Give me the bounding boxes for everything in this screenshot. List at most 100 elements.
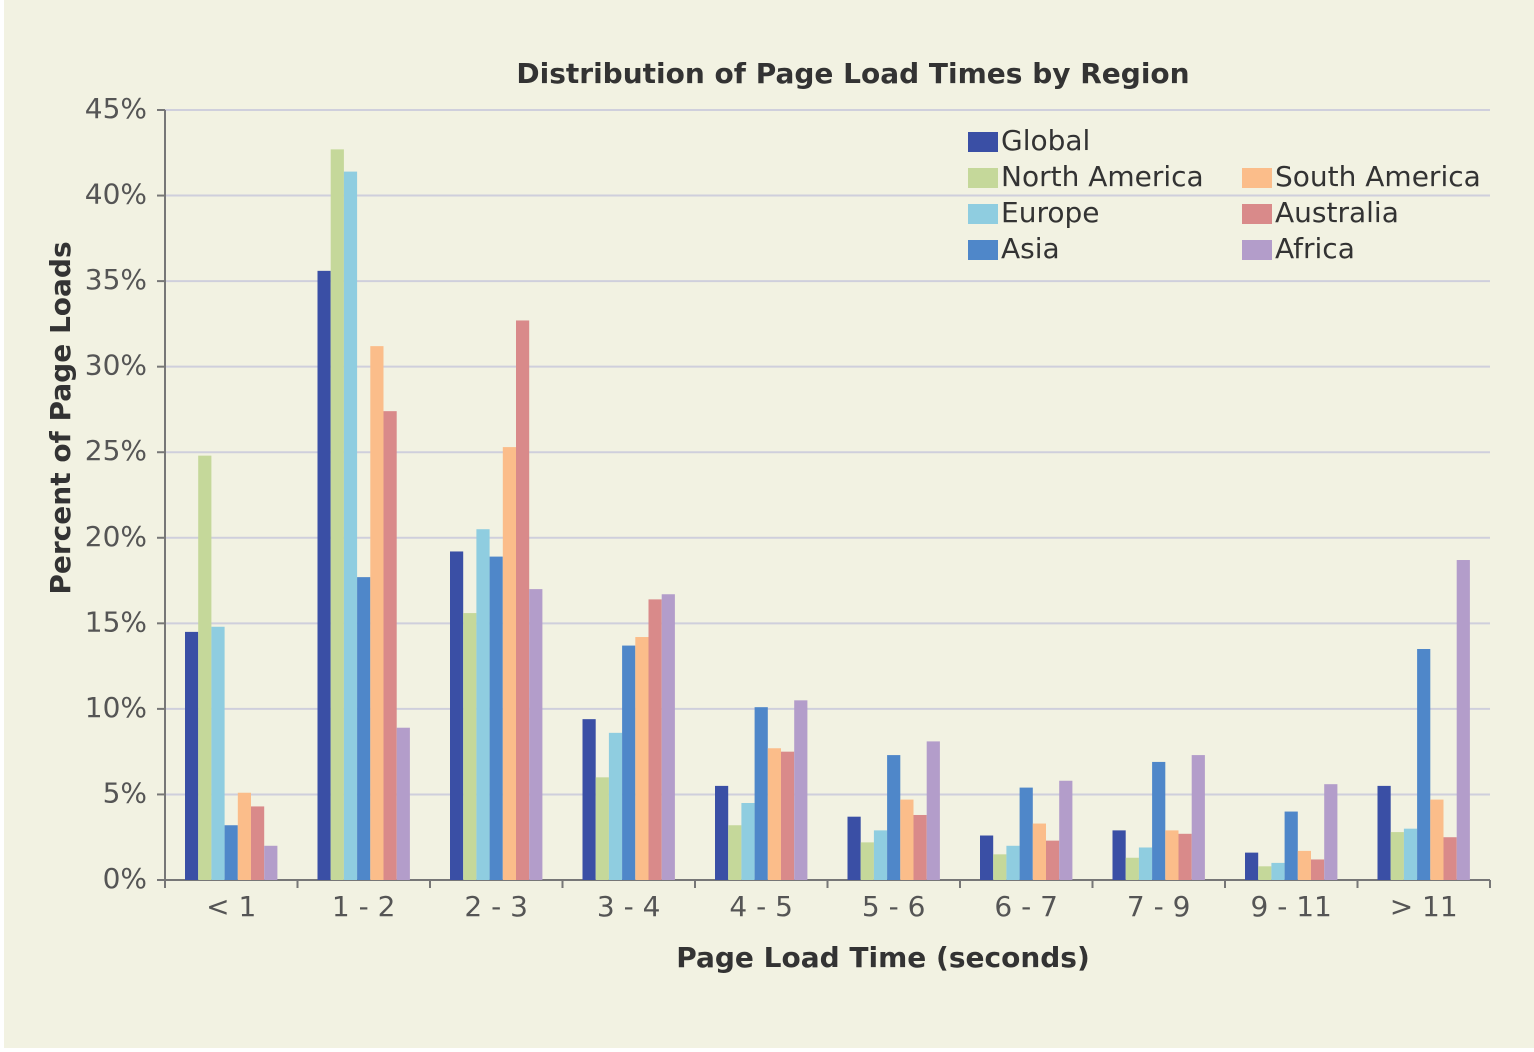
bar <box>1138 847 1153 880</box>
bar <box>860 842 874 880</box>
x-tick-label: 3 - 4 <box>597 890 661 923</box>
x-tick-label: 1 - 2 <box>332 890 396 923</box>
bar <box>595 777 609 880</box>
bar <box>476 529 490 880</box>
bar <box>715 785 729 880</box>
y-tick-label: 20% <box>85 520 147 553</box>
bar <box>781 751 795 880</box>
y-tick-label: 25% <box>85 434 147 467</box>
bar <box>343 171 358 881</box>
bar <box>608 732 623 880</box>
bar <box>1245 852 1259 880</box>
y-tick-label: 45% <box>85 92 147 125</box>
bar <box>873 830 888 880</box>
y-tick-label: 5% <box>103 776 147 809</box>
legend-label: Asia <box>1001 232 1060 265</box>
bar <box>357 577 371 880</box>
bar <box>1046 840 1060 880</box>
bar <box>516 320 530 880</box>
bar <box>661 594 675 880</box>
legend-label: Australia <box>1275 196 1399 229</box>
bar <box>237 792 251 880</box>
bar <box>370 346 384 881</box>
bar <box>1112 830 1126 880</box>
legend-swatch <box>968 240 998 260</box>
x-tick-label: 4 - 5 <box>729 890 793 923</box>
bar <box>648 599 662 880</box>
bar <box>728 825 742 880</box>
bar <box>1403 828 1418 880</box>
bar <box>1019 787 1033 880</box>
bar <box>330 149 344 880</box>
x-axis-label: Page Load Time (seconds) <box>676 941 1090 974</box>
bar <box>1006 845 1020 880</box>
bar <box>1191 755 1205 880</box>
bar <box>1059 780 1073 880</box>
legend-label: South America <box>1275 160 1481 193</box>
bar <box>396 727 410 880</box>
bar <box>1125 857 1139 880</box>
bar <box>1032 823 1046 880</box>
bar <box>1165 830 1179 880</box>
bar <box>1377 785 1391 880</box>
legend-label: Africa <box>1275 232 1355 265</box>
legend-swatch <box>1242 240 1272 260</box>
y-tick-label: 35% <box>85 263 147 296</box>
bar <box>264 845 278 880</box>
legend-swatch <box>1242 204 1272 224</box>
bar <box>582 719 596 880</box>
legend-swatch <box>968 204 998 224</box>
bar <box>1324 784 1338 880</box>
legend-label: Global <box>1001 124 1090 157</box>
x-tick-label: 5 - 6 <box>862 890 926 923</box>
y-tick-label: 15% <box>85 605 147 638</box>
legend-label: Europe <box>1001 196 1099 229</box>
legend-swatch <box>968 132 998 152</box>
bar <box>317 270 331 880</box>
bar <box>980 835 994 880</box>
bar <box>1297 850 1311 880</box>
bar <box>489 556 503 880</box>
y-tick-label: 30% <box>85 349 147 382</box>
legend-swatch <box>1242 168 1272 188</box>
bar <box>887 755 901 880</box>
bar <box>529 589 543 880</box>
x-tick-label: 2 - 3 <box>464 890 528 923</box>
bar <box>463 613 477 880</box>
bar <box>847 816 861 880</box>
bar <box>185 631 199 880</box>
y-tick-label: 40% <box>85 178 147 211</box>
bar <box>450 551 464 880</box>
x-tick-label: 9 - 11 <box>1251 890 1332 923</box>
bar <box>1284 811 1298 880</box>
bar <box>1311 859 1325 880</box>
y-tick-label: 0% <box>103 862 147 895</box>
x-tick-label: 7 - 9 <box>1127 890 1191 923</box>
bar <box>754 707 768 880</box>
bar <box>1443 837 1457 880</box>
bar <box>198 455 212 880</box>
bar <box>794 700 808 880</box>
y-axis-label: Percent of Page Loads <box>44 241 77 594</box>
bar <box>1417 649 1431 880</box>
bar <box>211 626 225 880</box>
bar <box>1456 560 1470 880</box>
bar <box>926 741 940 880</box>
bar <box>251 806 265 880</box>
legend-label: North America <box>1001 160 1204 193</box>
bar <box>502 447 516 880</box>
bar <box>1152 761 1166 880</box>
y-tick-label: 10% <box>85 691 147 724</box>
bar <box>1271 862 1285 880</box>
bar <box>1178 833 1192 880</box>
bar <box>622 645 636 880</box>
bar <box>900 799 914 880</box>
bar <box>635 637 649 880</box>
bar <box>1258 866 1272 880</box>
bar <box>224 825 238 880</box>
bar <box>1430 799 1444 880</box>
bar <box>767 748 781 880</box>
x-tick-label: > 11 <box>1390 890 1458 923</box>
chart-title: Distribution of Page Load Times by Regio… <box>516 57 1189 90</box>
